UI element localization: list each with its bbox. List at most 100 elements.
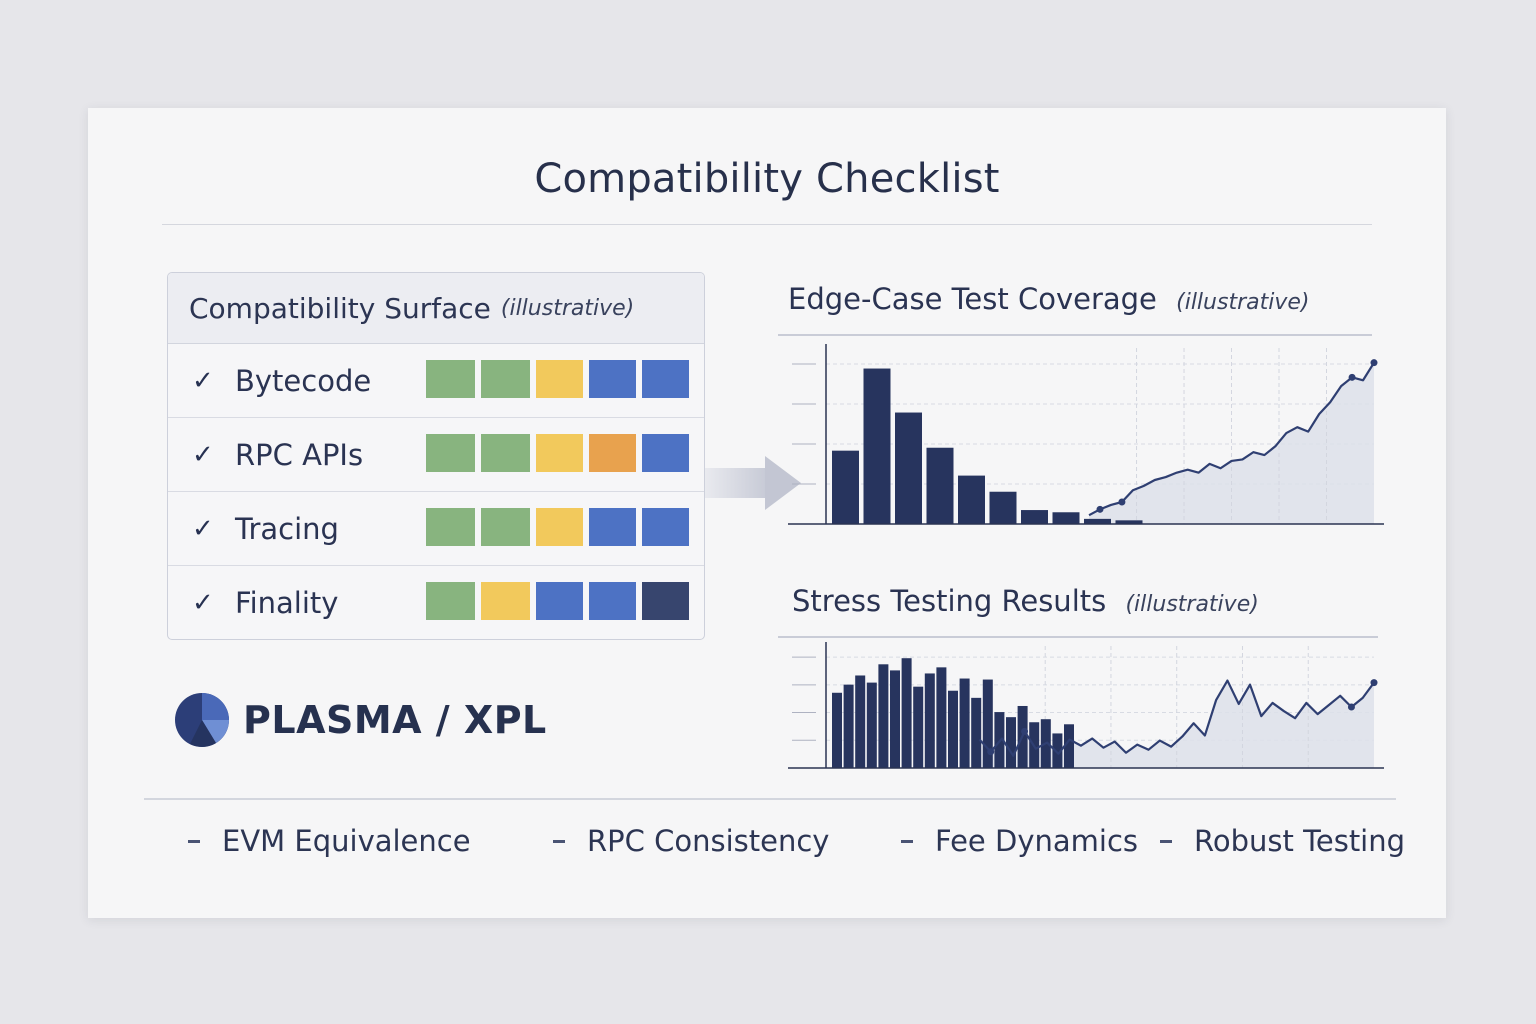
bar [1052, 733, 1063, 768]
footer-item-label: RPC Consistency [587, 824, 830, 858]
status-block [481, 360, 530, 398]
surface-header: Compatibility Surface (illustrative) [168, 273, 704, 344]
footer-item-label: Fee Dynamics [935, 824, 1138, 858]
status-block [426, 434, 475, 472]
bar [832, 450, 859, 524]
surface-row-rpc-apis: ✓ RPC APIs [168, 418, 704, 492]
bar [948, 690, 958, 768]
bar [1084, 518, 1111, 524]
status-blocks [426, 434, 689, 472]
status-block [536, 360, 583, 398]
status-block [642, 508, 689, 546]
surface-row-finality: ✓ Finality [168, 566, 704, 639]
status-block [642, 434, 689, 472]
bar [989, 491, 1017, 524]
status-blocks [426, 508, 689, 546]
dash-icon [553, 839, 565, 843]
edge-case-coverage-chart [788, 344, 1384, 525]
stress-testing-chart [788, 642, 1384, 769]
footer-item-fee-dynamics: Fee Dynamics [901, 824, 1138, 858]
bar [1115, 520, 1143, 524]
chart-title: Stress Testing Results (illustrative) [792, 584, 1259, 618]
check-icon: ✓ [192, 439, 214, 470]
status-block [536, 434, 583, 472]
bar [913, 686, 924, 768]
dash-icon [188, 839, 200, 843]
status-block [426, 582, 475, 620]
bar [1064, 724, 1074, 768]
surface-row-bytecode: ✓ Bytecode [168, 344, 704, 418]
bar [843, 684, 854, 768]
row-label: Bytecode [235, 363, 372, 398]
trend-point [1021, 727, 1029, 735]
chart-title-text: Edge-Case Test Coverage [788, 282, 1157, 316]
trend-point [1347, 703, 1355, 711]
row-label: RPC APIs [235, 437, 364, 472]
bar [1006, 717, 1016, 768]
status-block [589, 508, 636, 546]
logo-text: PLASMA / XPL [243, 698, 547, 742]
plasma-logo: PLASMA / XPL [174, 692, 547, 748]
arrow-right-icon [705, 456, 801, 510]
bar [936, 667, 947, 768]
bar [866, 682, 877, 768]
trend-line [1088, 362, 1375, 517]
bar [895, 412, 922, 524]
bar [901, 658, 912, 768]
page-title: Compatibility Checklist [534, 156, 1000, 202]
dash-icon [1160, 839, 1172, 843]
footer-item-robust-testing: Robust Testing [1160, 824, 1405, 858]
check-icon: ✓ [192, 365, 214, 396]
trend-point [1370, 359, 1378, 367]
chart-title-rule [778, 334, 1372, 336]
bar [855, 675, 866, 768]
status-block [426, 360, 475, 398]
bar [958, 475, 985, 524]
trend-area [1089, 362, 1374, 524]
chart-title-note: (illustrative) [1176, 290, 1310, 315]
status-block [536, 508, 583, 546]
status-block [536, 582, 583, 620]
trend-line [978, 679, 1375, 757]
bar [924, 673, 935, 768]
status-block [589, 434, 636, 472]
status-block [642, 360, 689, 398]
bar [863, 368, 891, 524]
footer-item-label: EVM Equivalence [222, 824, 471, 858]
bar [1021, 510, 1048, 524]
status-block [589, 582, 636, 620]
bar [982, 679, 993, 768]
dash-icon [901, 839, 913, 843]
status-blocks [426, 360, 689, 398]
trend-point [1348, 373, 1356, 381]
bar [926, 447, 954, 524]
footer-item-label: Robust Testing [1194, 824, 1406, 858]
status-block [589, 360, 636, 398]
chart-title-rule [778, 636, 1378, 638]
status-block [481, 582, 530, 620]
trend-point [987, 748, 995, 756]
status-blocks [426, 582, 689, 620]
bar [971, 697, 982, 768]
chart-title-text: Stress Testing Results [792, 584, 1107, 618]
surface-title: Compatibility Surface [189, 291, 491, 325]
row-label: Tracing [235, 511, 339, 546]
status-block [481, 434, 530, 472]
footer-item-evm-equivalence: EVM Equivalence [188, 824, 471, 858]
footer-item-rpc-consistency: RPC Consistency [553, 824, 829, 858]
compatibility-surface-panel: Compatibility Surface (illustrative) ✓ B… [167, 272, 705, 640]
status-block [642, 582, 689, 620]
plasma-logo-icon [175, 693, 229, 747]
trend-point [1370, 679, 1378, 687]
status-block [426, 508, 475, 546]
bar [878, 664, 889, 768]
row-label: Finality [235, 585, 339, 620]
bar [890, 670, 900, 768]
check-icon: ✓ [192, 587, 214, 618]
trend-area [979, 680, 1374, 768]
bar [832, 692, 842, 768]
surface-row-tracing: ✓ Tracing [168, 492, 704, 566]
bar [959, 678, 970, 768]
bar [1052, 512, 1080, 524]
chart-title-note: (illustrative) [1125, 592, 1259, 617]
